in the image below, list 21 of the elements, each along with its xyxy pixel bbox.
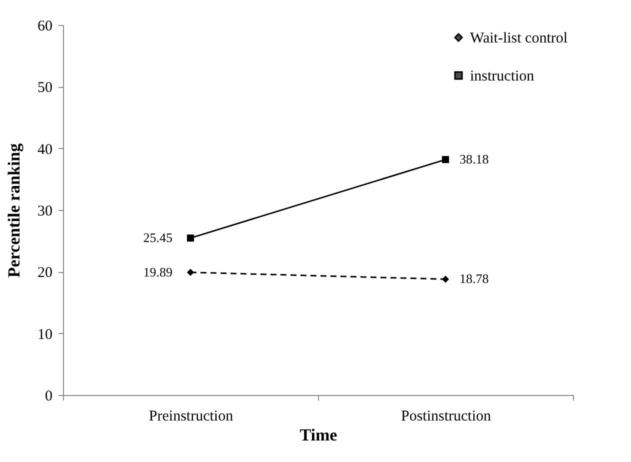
point xyxy=(186,234,194,242)
y-tick-label: 60 xyxy=(38,18,52,34)
point xyxy=(442,276,450,283)
x-tick-label: Preinstruction xyxy=(148,408,234,424)
legend-label: instruction xyxy=(470,68,535,84)
y-tick-label: 20 xyxy=(38,265,52,282)
y-tick-label: 50 xyxy=(38,80,52,96)
point xyxy=(186,268,194,276)
y-axis-title: Percentile ranking xyxy=(4,142,24,278)
x-axis-title: Time xyxy=(300,426,338,444)
data-label: 18.78 xyxy=(460,271,489,286)
data-label: 25.45 xyxy=(143,230,172,246)
point xyxy=(442,156,450,164)
y-tick-label: 30 xyxy=(38,204,52,220)
data-label: 38.18 xyxy=(460,152,489,167)
y-tick-label: 10 xyxy=(38,326,52,343)
legend-label: Wait-list control xyxy=(470,30,568,46)
data-label: 19.89 xyxy=(143,264,172,280)
y-tick-label: 0 xyxy=(45,388,52,404)
y-tick-label: 40 xyxy=(38,142,52,158)
x-tick-label: Postinstruction xyxy=(400,408,492,424)
